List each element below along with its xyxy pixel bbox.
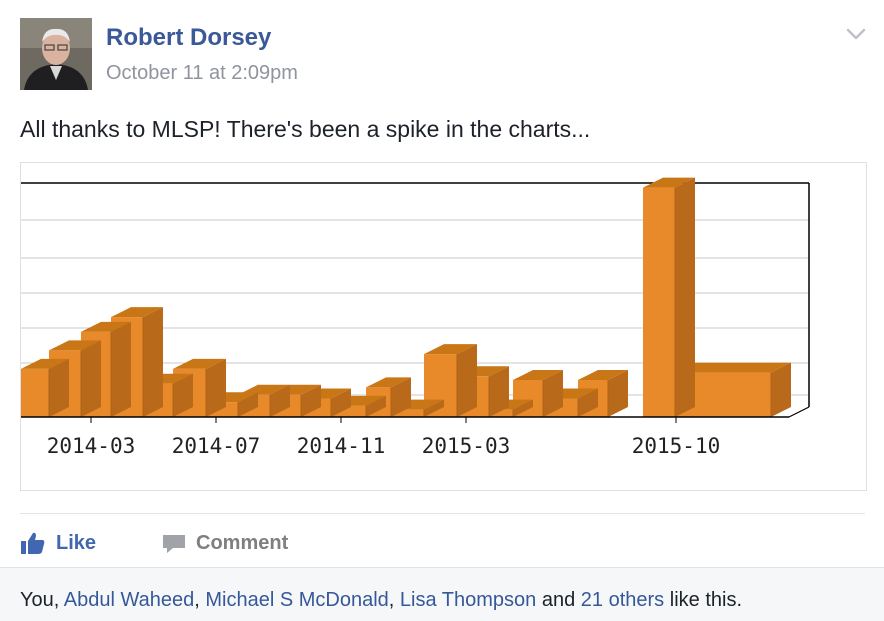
bar-top [424,344,477,355]
bar [21,368,49,417]
likes-text: You, Abdul Waheed, Michael S McDonald, L… [20,589,742,611]
bar-side [391,377,411,417]
bar-side [173,373,193,417]
likes-suffix: like this. [669,589,742,611]
x-tick-label: 2014-03 [47,434,136,458]
bar-top [81,321,131,332]
bar-side [489,366,509,417]
bar-side [457,344,477,417]
bar [391,409,424,417]
liker-link[interactable]: Michael S McDonald [205,589,389,611]
bar-top [366,377,411,388]
bar-top [578,370,628,380]
x-tick-label: 2015-10 [632,434,721,458]
x-tick-label: 2014-11 [297,434,386,458]
bar-chart: 2014-03 2014-07 2014-11 2015-03 2015-10 [21,177,810,458]
like-label: Like [56,531,97,554]
likes-you: You [20,589,54,611]
chart-image[interactable]: 2014-03 2014-07 2014-11 2015-03 2015-10 [20,162,867,491]
divider [20,513,865,514]
bar-top [21,358,69,369]
bar [331,405,366,417]
bar-side [543,370,563,417]
bar-top [513,370,563,380]
bar-side [143,307,163,417]
bar-top [173,358,226,369]
post-text: All thanks to MLSP! There's been a spike… [20,116,591,142]
author-name[interactable]: Robert Dorsey [106,24,272,51]
bar-side [49,358,69,417]
profile-photo [20,18,92,90]
avatar[interactable] [20,18,92,90]
comment-label: Comment [196,531,289,554]
bar [643,187,675,417]
bar-side [424,399,444,417]
bar-side [270,384,290,417]
liker-link[interactable]: Abdul Waheed [63,589,195,611]
bar-side [366,395,386,417]
bar-top [111,307,163,318]
bar-top [49,340,101,351]
comment-button[interactable]: Comment [162,528,288,558]
bar [489,409,513,417]
thumbs-up-icon [21,532,45,554]
bar-side [331,388,351,417]
post-timestamp[interactable]: October 11 at 2:09pm [106,62,298,84]
bar-top [675,362,791,373]
bar-side [675,177,695,417]
liker-link[interactable]: Lisa Thompson [399,589,537,611]
likes-and: and [541,589,576,611]
speech-bubble-icon [163,535,185,553]
chevron-down-icon[interactable] [842,24,870,44]
x-tick-label: 2014-07 [172,434,261,458]
bar-side [608,370,628,417]
likes-others-link[interactable]: 21 others [580,589,665,611]
bar-side [206,358,226,417]
bar-top [643,177,695,188]
bar-side [81,340,101,417]
bar-side [513,399,533,417]
bar-side [111,321,131,417]
bar-side [238,392,258,417]
likes-summary: You, Abdul Waheed, Michael S McDonald, L… [0,567,884,621]
bar-side [771,362,791,417]
x-tick-label: 2015-03 [422,434,511,458]
chart-frame-corner [788,406,810,418]
like-button[interactable]: Like [20,528,96,558]
bar-side [301,384,321,417]
bar-side [578,388,598,417]
